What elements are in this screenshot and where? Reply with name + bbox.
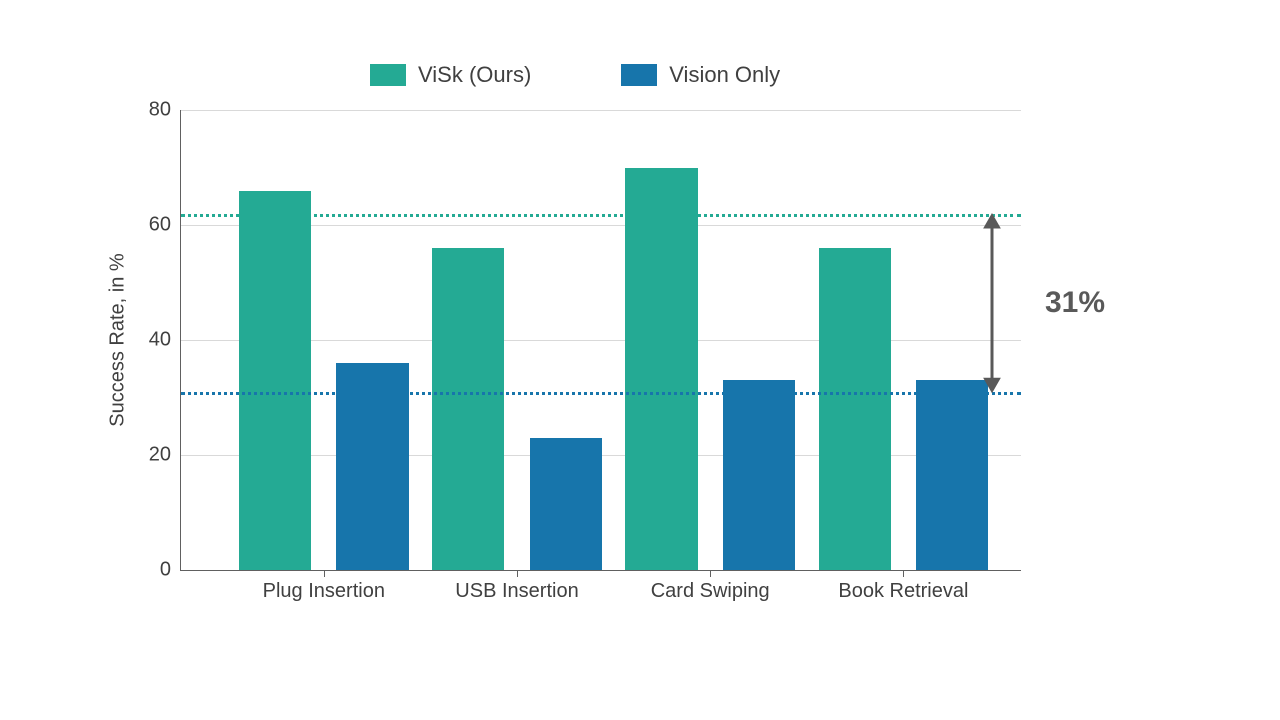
legend-label: Vision Only xyxy=(669,62,780,88)
bar xyxy=(530,438,602,570)
y-tick-label: 20 xyxy=(149,444,171,467)
bar xyxy=(432,248,504,570)
x-tick-label: Plug Insertion xyxy=(263,580,385,603)
x-tick xyxy=(903,570,904,577)
bar-chart: ViSk (Ours)Vision Only 020406080Plug Ins… xyxy=(0,0,1280,720)
y-axis-title: Success Rate, in % xyxy=(107,253,130,426)
bar xyxy=(239,191,311,571)
x-tick-label: USB Insertion xyxy=(455,580,578,603)
y-tick-label: 0 xyxy=(160,559,171,582)
x-tick xyxy=(324,570,325,577)
y-tick-label: 60 xyxy=(149,214,171,237)
gridline xyxy=(181,110,1021,111)
legend-label: ViSk (Ours) xyxy=(418,62,531,88)
delta-annotation-text: 31% xyxy=(1045,286,1105,320)
plot-area: 020406080Plug InsertionUSB InsertionCard… xyxy=(180,110,1021,571)
reference-line xyxy=(181,214,1021,217)
legend-item: ViSk (Ours) xyxy=(370,62,531,88)
legend-swatch xyxy=(621,64,657,86)
x-tick xyxy=(517,570,518,577)
y-tick-label: 40 xyxy=(149,329,171,352)
y-tick-label: 80 xyxy=(149,99,171,122)
x-tick-label: Book Retrieval xyxy=(838,580,968,603)
legend: ViSk (Ours) Vision Only xyxy=(370,62,780,88)
reference-line xyxy=(181,392,1021,395)
legend-item: Vision Only xyxy=(621,62,780,88)
bar xyxy=(723,380,795,570)
bar xyxy=(916,380,988,570)
bar xyxy=(819,248,891,570)
legend-swatch xyxy=(370,64,406,86)
x-tick-label: Card Swiping xyxy=(651,580,770,603)
x-tick xyxy=(710,570,711,577)
bar xyxy=(625,168,697,571)
delta-arrow-icon xyxy=(976,200,1008,406)
